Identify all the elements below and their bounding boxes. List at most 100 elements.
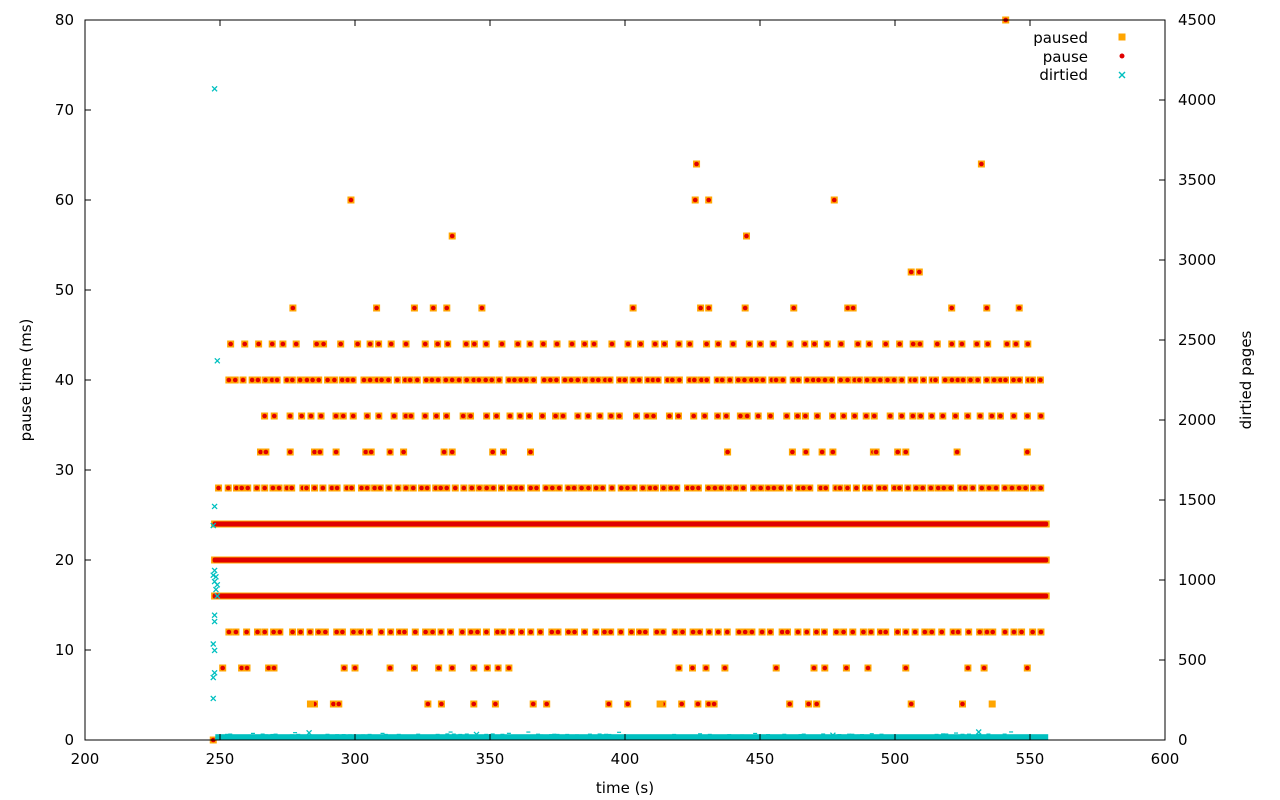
pause-point [850, 629, 856, 635]
pause-point [471, 701, 477, 707]
pause-point [274, 377, 280, 383]
pause-point [506, 377, 512, 383]
pause-point [887, 413, 893, 419]
pause-point [1011, 377, 1016, 383]
pause-point [714, 377, 720, 383]
pause-point [331, 701, 336, 707]
pause-point [685, 485, 690, 491]
pause-point [284, 377, 290, 383]
pause-point [407, 377, 413, 383]
pause-point [676, 665, 682, 671]
pause-point [439, 701, 444, 707]
pause-point [910, 413, 916, 419]
pause-point [715, 629, 721, 635]
legend-entry-pause: pause [1043, 48, 1125, 66]
pause-point [644, 413, 650, 419]
pause-point [340, 413, 346, 419]
pause-point [725, 449, 730, 455]
pause-point [459, 629, 465, 635]
pause-point [506, 665, 512, 671]
pause-point [795, 413, 800, 419]
pause-point [565, 485, 571, 491]
pause-point [975, 377, 980, 383]
pause-point [435, 341, 440, 347]
pause-point [864, 377, 870, 383]
y-tick-label: 30 [55, 461, 74, 479]
pause-point [917, 341, 923, 347]
pause-point [933, 377, 938, 383]
pause-point [638, 341, 643, 347]
pause-point [386, 485, 392, 491]
pause-point [271, 413, 277, 419]
pause-point [690, 665, 695, 671]
pause-point [699, 377, 704, 383]
pause-point [475, 629, 480, 635]
pause-point [965, 413, 971, 419]
pause-point [244, 665, 250, 671]
pause-point [754, 377, 759, 383]
pause-point [226, 629, 232, 635]
pause-point [838, 341, 844, 347]
pause-point [953, 413, 958, 419]
pause-point [873, 449, 879, 455]
pause-point [866, 341, 872, 347]
pause-point [1030, 629, 1035, 635]
pause-point [271, 629, 276, 635]
pause-point [749, 377, 754, 383]
pause-point [549, 629, 555, 635]
pause-point [939, 629, 945, 635]
pause-point [838, 377, 843, 383]
pause-point [662, 341, 667, 347]
pause-point [225, 485, 231, 491]
dirtied-point [212, 586, 219, 593]
pause-point [643, 629, 648, 635]
pause-point [784, 413, 790, 419]
pause-point [804, 377, 810, 383]
pause-point [496, 377, 502, 383]
pause-point [768, 413, 773, 419]
dirtied-point [211, 647, 218, 654]
pause-point [877, 377, 883, 383]
y2-tick-label: 1000 [1178, 571, 1216, 589]
pause-point [718, 485, 724, 491]
pause-point [595, 377, 601, 383]
pause-point [472, 341, 477, 347]
pause-point [424, 485, 430, 491]
pause-point [625, 341, 631, 347]
pause-point [977, 413, 983, 419]
x-tick-label: 500 [881, 750, 910, 768]
pause-point [1025, 665, 1030, 671]
pause-point [444, 413, 449, 419]
pause-point [517, 413, 523, 419]
pause-point [918, 413, 923, 419]
pause-point [871, 413, 877, 419]
pause-point [359, 485, 364, 491]
pause-point [423, 629, 428, 635]
x-tick-label: 600 [1151, 750, 1180, 768]
pause-point [541, 377, 547, 383]
pause-point [367, 341, 373, 347]
pause-point [318, 413, 324, 419]
pause-point [239, 665, 244, 671]
pause-point [361, 377, 367, 383]
pause-point [544, 701, 549, 707]
pause-point [818, 485, 824, 491]
pause-point [910, 341, 916, 347]
pause-point [652, 341, 658, 347]
pause-point [363, 449, 369, 455]
x-tick-label: 300 [341, 750, 370, 768]
pause-point [591, 341, 597, 347]
pause-point [878, 629, 883, 635]
pause-point [460, 413, 466, 419]
pause-point [744, 413, 750, 419]
pause-point [747, 341, 752, 347]
pause-point [391, 413, 397, 419]
pause-point [824, 341, 830, 347]
pause-point [436, 665, 442, 671]
pause-point [966, 629, 971, 635]
pause-point [653, 485, 658, 491]
pause-point [661, 485, 666, 491]
pause-point [801, 485, 806, 491]
pause-point [414, 377, 420, 383]
dirtied-point [975, 729, 982, 735]
